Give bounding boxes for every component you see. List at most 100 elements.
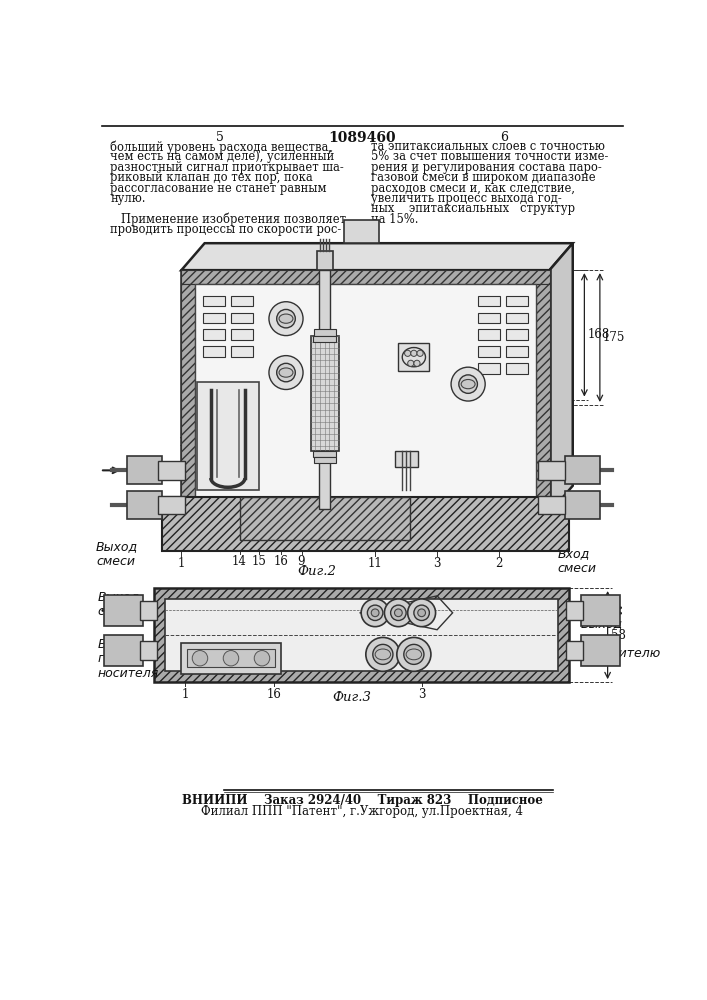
Ellipse shape xyxy=(279,368,293,377)
Bar xyxy=(158,461,185,480)
Circle shape xyxy=(368,605,383,620)
Circle shape xyxy=(371,609,379,617)
Bar xyxy=(314,457,336,463)
Bar xyxy=(478,312,500,323)
Text: 13: 13 xyxy=(178,436,193,449)
Text: проводить процессы по скорости рос-: проводить процессы по скорости рос- xyxy=(110,223,341,236)
Bar xyxy=(197,382,259,490)
Text: Выход
газа к
испарителю: Выход газа к испарителю xyxy=(580,617,661,660)
Circle shape xyxy=(276,309,296,328)
Bar xyxy=(478,329,500,340)
Text: Вход
смеси: Вход смеси xyxy=(557,547,596,575)
Text: Фиг.2: Фиг.2 xyxy=(298,565,337,578)
Bar xyxy=(566,641,583,660)
Bar xyxy=(165,599,558,671)
Circle shape xyxy=(276,363,296,382)
Text: 3: 3 xyxy=(433,557,441,570)
Circle shape xyxy=(418,609,426,617)
Bar xyxy=(154,588,569,682)
Circle shape xyxy=(361,599,389,627)
Bar xyxy=(231,329,252,340)
Circle shape xyxy=(404,644,424,664)
Bar xyxy=(538,496,565,514)
Circle shape xyxy=(395,609,402,617)
Circle shape xyxy=(385,599,412,627)
Bar xyxy=(506,346,528,357)
Bar xyxy=(311,336,339,451)
Bar xyxy=(182,499,549,513)
Bar xyxy=(320,270,330,336)
Text: чем есть на самом деле), усиленный: чем есть на самом деле), усиленный xyxy=(110,150,334,163)
Circle shape xyxy=(255,651,270,666)
Polygon shape xyxy=(182,243,573,270)
Bar xyxy=(313,336,337,342)
Circle shape xyxy=(451,367,485,401)
Text: нулю.: нулю. xyxy=(110,192,146,205)
Bar xyxy=(478,296,500,306)
Circle shape xyxy=(408,599,436,627)
Ellipse shape xyxy=(402,348,426,367)
Text: 3: 3 xyxy=(418,688,426,701)
Bar xyxy=(182,270,549,513)
Bar xyxy=(104,595,143,626)
Text: та эпитаксиальных слоев с точностью: та эпитаксиальных слоев с точностью xyxy=(371,140,605,153)
Text: разностный сигнал приоткрывает ша-: разностный сигнал приоткрывает ша- xyxy=(110,161,344,174)
Text: 1089460: 1089460 xyxy=(328,131,396,145)
Text: Фиг.3: Фиг.3 xyxy=(332,691,371,704)
Circle shape xyxy=(366,637,400,671)
Text: 11: 11 xyxy=(368,557,382,570)
Text: рассогласование не станет равным: рассогласование не станет равным xyxy=(110,182,327,195)
Bar xyxy=(203,346,225,357)
Text: 1: 1 xyxy=(177,557,185,570)
Bar xyxy=(581,635,620,666)
Text: 15: 15 xyxy=(252,555,267,568)
Text: 6: 6 xyxy=(501,131,508,144)
Circle shape xyxy=(411,350,417,356)
Circle shape xyxy=(417,350,423,356)
Circle shape xyxy=(397,637,431,671)
Circle shape xyxy=(192,651,208,666)
Text: ных    эпитаксиальных   структур: ных эпитаксиальных структур xyxy=(371,202,575,215)
Bar xyxy=(158,496,185,514)
Circle shape xyxy=(414,605,429,620)
Text: Выход
смеси: Выход смеси xyxy=(98,590,140,618)
Bar xyxy=(566,601,583,620)
Bar xyxy=(395,451,418,466)
Bar xyxy=(506,296,528,306)
Circle shape xyxy=(414,360,420,366)
Circle shape xyxy=(391,605,406,620)
Text: 14: 14 xyxy=(232,555,247,568)
Bar xyxy=(478,363,500,374)
Text: 9: 9 xyxy=(298,555,305,568)
Bar xyxy=(203,329,225,340)
Text: ВНИИПИ    Заказ 2924/40    Тираж 823    Подписное: ВНИИПИ Заказ 2924/40 Тираж 823 Подписное xyxy=(182,794,542,807)
Text: 175: 175 xyxy=(603,331,626,344)
Bar xyxy=(565,491,600,519)
Circle shape xyxy=(269,302,303,336)
Bar xyxy=(182,284,195,499)
Bar xyxy=(195,284,535,499)
Bar xyxy=(344,220,379,243)
Bar xyxy=(187,649,275,667)
Text: Вход
газа-
носителя: Вход газа- носителя xyxy=(98,637,159,680)
Bar xyxy=(140,641,158,660)
Bar xyxy=(180,643,281,674)
Ellipse shape xyxy=(279,314,293,323)
Text: увеличить процесс выхода год-: увеличить процесс выхода год- xyxy=(371,192,562,205)
Bar xyxy=(538,461,565,480)
Text: расходов смеси и, как следствие,: расходов смеси и, как следствие, xyxy=(371,182,575,195)
Text: 1: 1 xyxy=(182,688,189,701)
Bar xyxy=(162,497,569,551)
Bar xyxy=(240,497,410,540)
Bar xyxy=(127,491,162,519)
Bar xyxy=(203,296,225,306)
Circle shape xyxy=(223,651,239,666)
Bar xyxy=(506,312,528,323)
Text: 12: 12 xyxy=(168,463,183,476)
Bar xyxy=(565,456,600,484)
Circle shape xyxy=(404,350,411,356)
Text: на 15%.: на 15%. xyxy=(371,213,419,226)
Bar xyxy=(203,312,225,323)
Bar xyxy=(231,346,252,357)
Text: Выход
смеси: Выход смеси xyxy=(96,540,139,568)
